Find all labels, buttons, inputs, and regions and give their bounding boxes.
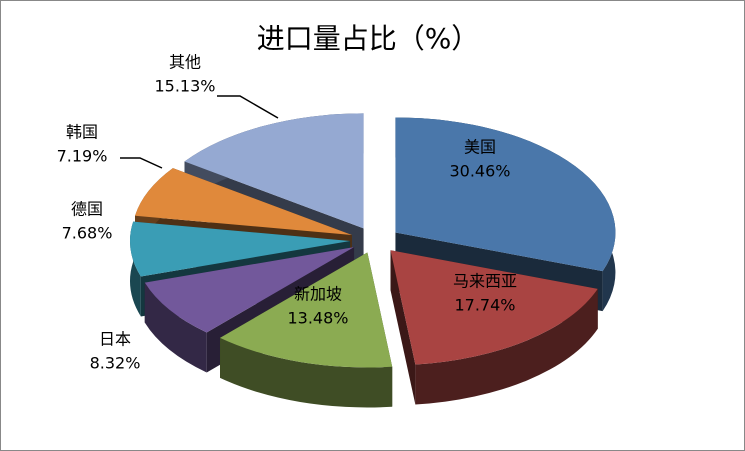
slice xyxy=(184,113,364,229)
slice xyxy=(135,168,352,235)
slice-name: 马来西亚 xyxy=(453,272,517,291)
slice xyxy=(390,250,598,365)
slice xyxy=(220,252,393,368)
slice-value: 15.13% xyxy=(154,77,215,96)
slice-side xyxy=(390,250,416,405)
slice-wall xyxy=(220,337,393,408)
leader-line xyxy=(120,157,163,169)
slice-name: 新加坡 xyxy=(294,285,342,304)
slice-value: 30.46% xyxy=(449,162,510,181)
slice-name: 日本 xyxy=(99,330,131,349)
slice-wall xyxy=(144,282,207,373)
slice-wall xyxy=(415,288,598,405)
pie xyxy=(130,113,616,408)
slice xyxy=(144,247,355,333)
slice-value: 13.48% xyxy=(287,309,348,328)
slice-name: 韩国 xyxy=(66,123,98,142)
slice xyxy=(130,221,351,277)
slice-value: 8.32% xyxy=(90,354,141,373)
slice-name: 德国 xyxy=(71,200,103,219)
slice-name: 其他 xyxy=(169,53,201,72)
slice-value: 17.74% xyxy=(454,296,515,315)
labels: 美国 30.46% 马来西亚 17.74% 新加坡 13.48% 日本 8.32% 德国 7.68… xyxy=(57,53,517,373)
slice-name: 美国 xyxy=(464,138,496,157)
chart-title: 进口量占比（%） xyxy=(257,22,480,55)
slice-value: 7.19% xyxy=(57,147,108,166)
slice-value: 7.68% xyxy=(62,224,113,243)
slice xyxy=(395,117,616,272)
leader-line xyxy=(217,95,279,119)
